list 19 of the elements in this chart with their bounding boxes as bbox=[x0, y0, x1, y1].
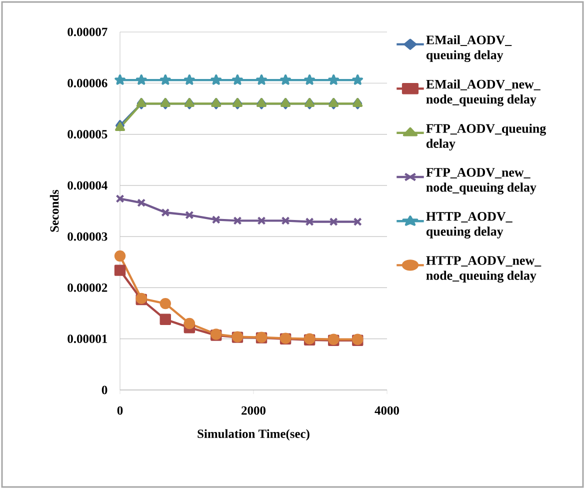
legend-label: FTP_AODV_new_node_queuing delay bbox=[426, 168, 536, 194]
legend-label: EMail_AODV_queuing delay bbox=[426, 35, 512, 62]
y-tick-label: 0.00005 bbox=[68, 130, 108, 138]
y-tick-label: 0.00004 bbox=[68, 181, 108, 190]
y-tick-label: 0.00006 bbox=[68, 78, 108, 88]
y-axis-title: Seconds bbox=[50, 190, 59, 232]
x-tick-label: 0 bbox=[117, 406, 123, 415]
x-axis-title: Simulation Time(sec) bbox=[198, 429, 310, 441]
y-tick-label: 0.00001 bbox=[68, 334, 108, 344]
x-tick-label: 4000 bbox=[374, 406, 399, 415]
y-tick-label: 0 bbox=[102, 386, 108, 394]
legend-label: FTP_AODV_queuing delay bbox=[426, 124, 546, 151]
y-tick-label: 0.00007 bbox=[68, 28, 108, 36]
legend-label: HTTP_AODV_queuing delay bbox=[426, 212, 512, 238]
x-tick-label: 2000 bbox=[242, 406, 266, 415]
y-tick-label: 0.00002 bbox=[68, 283, 108, 292]
y-tick-label: 0.00003 bbox=[68, 232, 108, 241]
legend-label: HTTP_AODV_new_node_queuing delay bbox=[426, 256, 542, 283]
legend-label: EMail_AODV_new_node_queuing delay bbox=[426, 79, 540, 106]
